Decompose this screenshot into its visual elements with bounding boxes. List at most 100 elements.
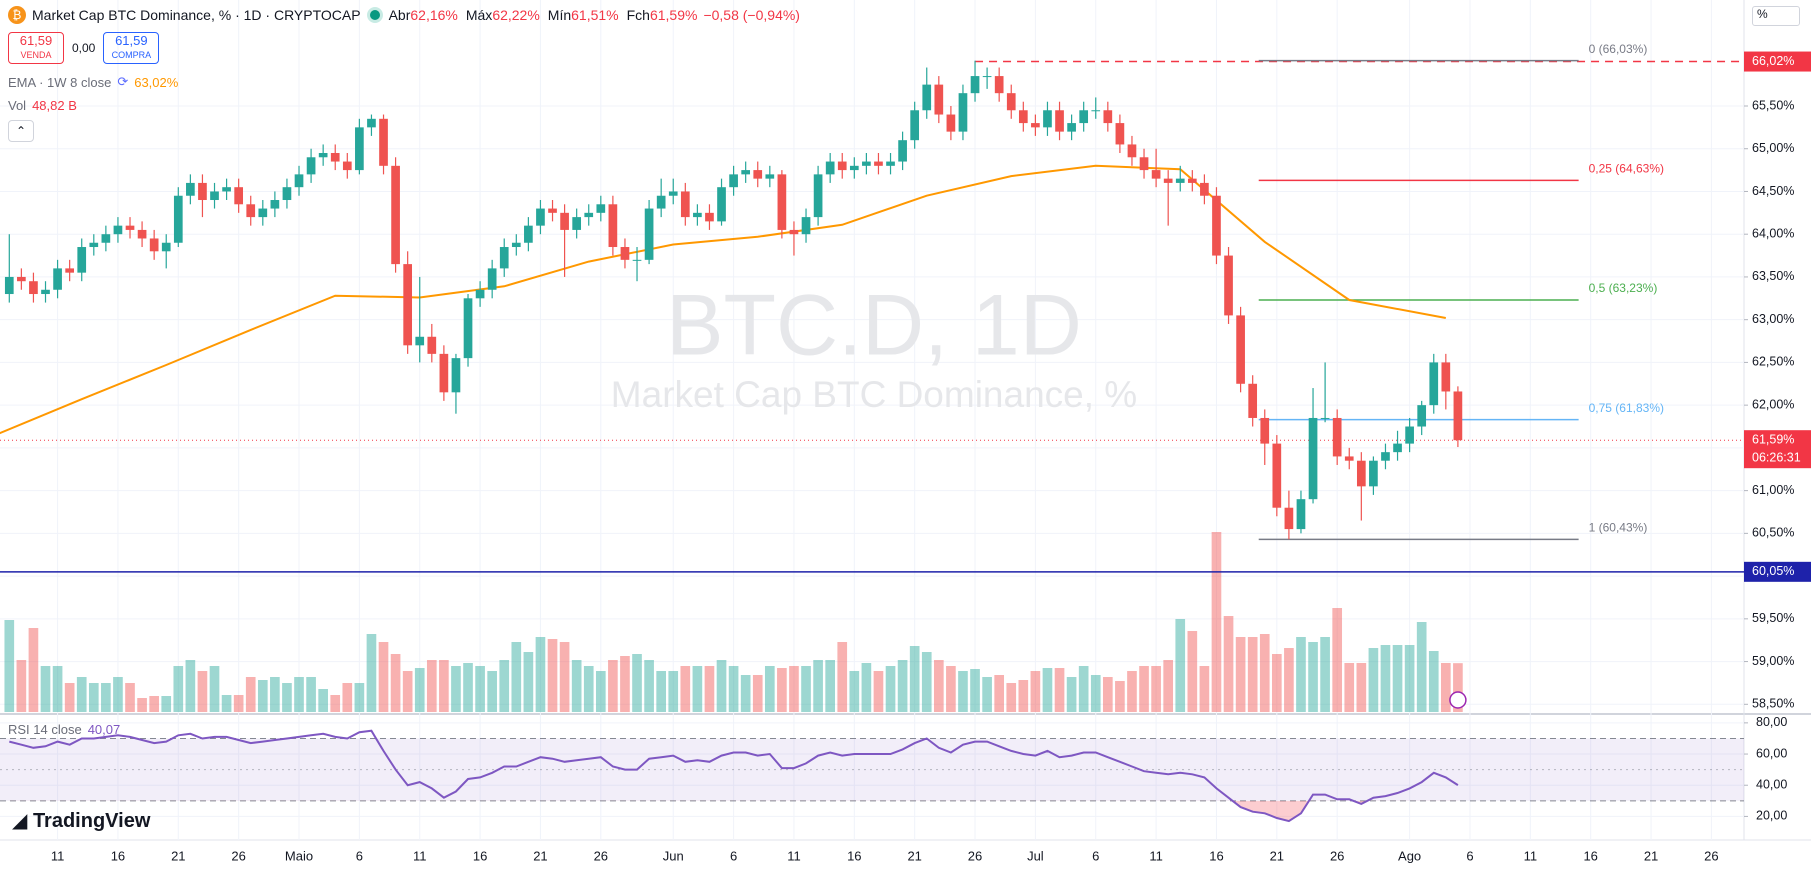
volume-bar <box>378 642 389 712</box>
volume-bar <box>1308 642 1318 712</box>
x-tick-label: 16 <box>1209 848 1223 863</box>
volume-bar <box>1344 663 1355 712</box>
buy-label: COMPRA <box>111 50 152 60</box>
volume-bar <box>209 666 220 712</box>
volume-bar <box>1284 648 1294 712</box>
volume-bar <box>1066 677 1077 712</box>
volume-bar <box>511 642 522 712</box>
volume-bar <box>52 666 63 712</box>
candle-body <box>1103 110 1113 124</box>
candle-body <box>1260 417 1270 444</box>
candle-body <box>1006 93 1016 111</box>
watermark-subtitle: Market Cap BTC Dominance, % <box>611 374 1137 415</box>
candle-body <box>1031 123 1040 128</box>
brand[interactable]: ◢ TradingView <box>12 808 150 833</box>
volume-bar <box>970 669 980 712</box>
volume-bar <box>728 666 739 712</box>
x-tick-label: 21 <box>1644 848 1658 863</box>
candle-body <box>451 358 461 393</box>
candle-body <box>1091 110 1101 112</box>
candle-body <box>1067 123 1076 132</box>
volume-bar <box>475 666 485 712</box>
candle-body <box>463 298 473 359</box>
candle-body <box>342 161 352 171</box>
sell-button[interactable]: 61,59 VENDA <box>8 32 64 64</box>
candle-body <box>246 204 256 218</box>
candle-body <box>77 247 87 273</box>
candle-body <box>1127 144 1137 158</box>
x-tick-label: 6 <box>730 848 737 863</box>
candle-body <box>1236 315 1245 384</box>
volume-bar <box>764 666 775 712</box>
candle-body <box>511 242 521 248</box>
volume-bar <box>1356 663 1367 712</box>
level-label-box <box>1744 51 1811 72</box>
candle-body <box>173 195 183 243</box>
candle-body <box>982 76 992 78</box>
x-tick-label: 21 <box>533 848 547 863</box>
spread: 0,00 <box>72 41 96 55</box>
y-tick-label: 64,50% <box>1752 184 1794 198</box>
ema-icon[interactable]: ⟳ <box>117 74 129 89</box>
candle-body <box>970 76 980 94</box>
volume-bar <box>1235 637 1246 712</box>
volume-bar <box>282 683 292 712</box>
volume-bar <box>1115 681 1125 712</box>
volume-bar <box>1428 651 1439 712</box>
y-tick-label: 59,50% <box>1752 611 1794 625</box>
y-tick-label: 65,50% <box>1752 98 1794 112</box>
candle-body <box>1453 391 1463 441</box>
fib-label: 0,75 (61,83%) <box>1589 401 1664 415</box>
candle-body <box>705 212 714 222</box>
volume-bar <box>88 683 99 712</box>
candle-body <box>898 140 907 162</box>
volume-bar <box>1139 666 1149 712</box>
volume-bar <box>221 695 232 712</box>
candle-body <box>1212 195 1221 256</box>
volume-bar <box>1271 654 1282 712</box>
candle-body <box>1296 499 1306 530</box>
volume-bar <box>1175 619 1186 712</box>
volume-bar <box>366 634 377 712</box>
candle-body <box>813 174 823 218</box>
symbol-title[interactable]: Market Cap BTC Dominance, % · 1D · CRYPT… <box>32 7 361 23</box>
y-tick-label: 63,50% <box>1752 269 1794 283</box>
fib-label: 0,5 (63,23%) <box>1589 281 1658 295</box>
volume-bar <box>28 628 39 712</box>
volume-bar <box>571 660 582 712</box>
volume-bar <box>1090 675 1101 712</box>
candle-body <box>113 225 123 235</box>
candle-body <box>837 161 847 171</box>
x-tick-label: 6 <box>356 848 363 863</box>
candle-body <box>391 165 400 265</box>
scale-button[interactable]: % <box>1752 6 1800 26</box>
volume-bar <box>704 666 715 712</box>
candle-body <box>825 161 835 175</box>
x-tick-label: 16 <box>111 848 125 863</box>
candle-body <box>137 229 147 239</box>
volume-bar <box>1320 637 1330 712</box>
volume-bar <box>1332 608 1343 712</box>
rsi-tick-label: 20,00 <box>1756 809 1787 823</box>
collapse-button[interactable]: ⌃ <box>8 120 34 142</box>
volume-bar <box>330 695 341 712</box>
candle-body <box>415 336 425 346</box>
ohlc-label: Fch <box>626 7 650 23</box>
volume-bar <box>873 671 884 712</box>
ohlc-label: Mín <box>547 7 572 23</box>
alert-icon <box>1449 691 1467 709</box>
buy-button[interactable]: 61,59 COMPRA <box>103 32 160 64</box>
candle-body <box>427 336 437 354</box>
candle-body <box>1344 456 1354 461</box>
volume-bar <box>185 660 196 712</box>
volume-bar <box>64 683 75 712</box>
candle-body <box>1175 178 1185 183</box>
volume-bar <box>4 620 15 712</box>
header-row: ₿ Market Cap BTC Dominance, % · 1D · CRY… <box>8 6 800 24</box>
y-tick-label: 64,00% <box>1752 226 1794 240</box>
y-tick-label: 59,00% <box>1752 654 1794 668</box>
candle-body <box>946 114 956 132</box>
last-price-label: 61,59% <box>1752 432 1794 446</box>
candle-body <box>1381 452 1390 461</box>
volume-bar <box>837 642 848 712</box>
